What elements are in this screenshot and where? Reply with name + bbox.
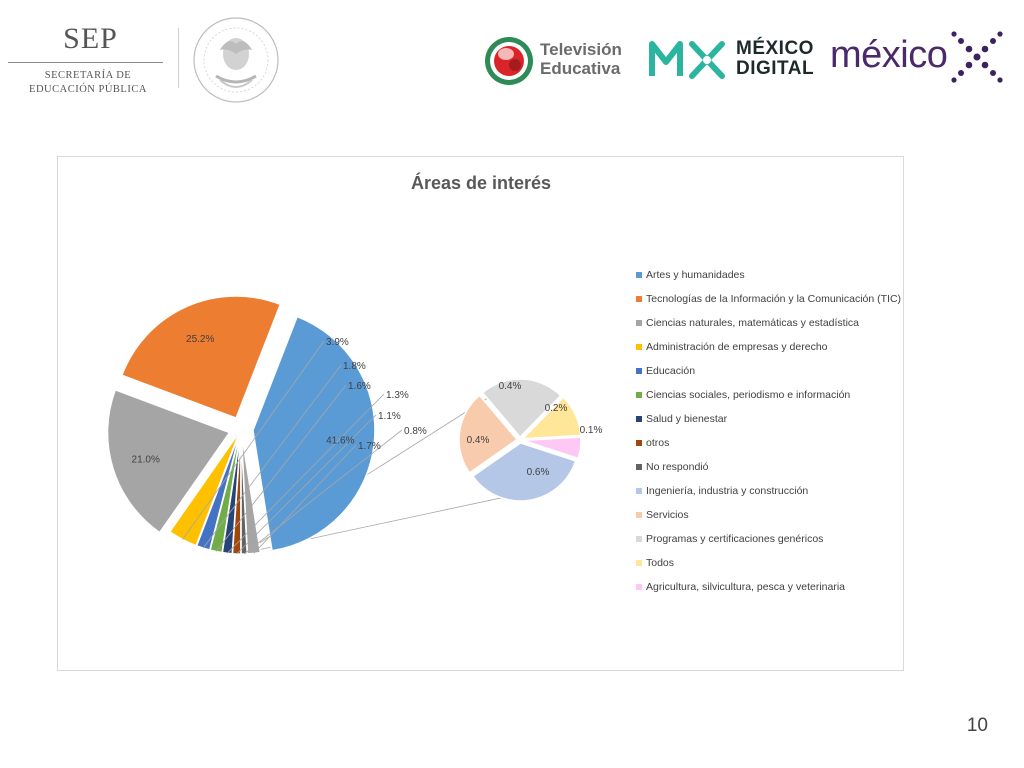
legend-label-educacion: Educación xyxy=(646,365,695,377)
pie-slice-ciencias-naturales-matematicas-y-estadistica xyxy=(106,388,231,534)
sep-logo-line1: SECRETARÍA DE xyxy=(44,70,132,81)
legend-label-ingenieria-industria-y-construccion: Ingeniería, industria y construcción xyxy=(646,485,808,497)
pie-label-ciencias-naturales-matematicas-y-estadistica: 21.0% xyxy=(132,455,160,466)
pie-label-no-respondio: 0.8% xyxy=(404,426,427,437)
legend-label-no-respondio: No respondió xyxy=(646,461,709,473)
chart-container: Áreas de interés 41.6% 25.2% 21.0% 3.9% 1.8%… xyxy=(57,156,904,671)
leader-line-administracion-de-empresas-y-derecho xyxy=(182,340,325,540)
legend-swatch-educacion xyxy=(636,368,642,374)
pie-label-otros: 1.1% xyxy=(378,411,401,422)
leader-line-ciencias-sociales-periodismo-e-informacion xyxy=(215,384,347,552)
secondary-slice-agricultura-silvicultura-pesca-y-veterinaria xyxy=(522,436,582,460)
legend-label-tecnologias-de-la-informacion-y-la-comunicacion-tic: Tecnologías de la Información y la Comun… xyxy=(646,293,901,305)
legend-label-ciencias-sociales-periodismo-e-informacion: Ciencias sociales, periodismo e informac… xyxy=(646,389,850,401)
leader-line-no-respondio xyxy=(243,429,403,555)
page-number: 10 xyxy=(966,715,988,736)
mexican-coat-of-arms-icon xyxy=(193,17,279,103)
legend-label-programas-y-certificaciones-genericos: Programas y certificaciones genéricos xyxy=(646,533,823,545)
mexico-digital-logo: MÉXICO DIGITAL xyxy=(648,36,818,84)
header: SEP SECRETARÍA DE EDUCACIÓN PÚBLICA Tele… xyxy=(0,0,1024,110)
legend-label-artes-y-humanidades: Artes y humanidades xyxy=(646,269,745,281)
sep-logo: SEP SECRETARÍA DE EDUCACIÓN PÚBLICA xyxy=(8,22,173,97)
pie-label-artes-y-humanidades: 41.6% xyxy=(326,436,354,447)
secondary-slice-programas-y-certificaciones-genericos xyxy=(481,378,562,439)
sep-logo-line2: EDUCACIÓN PÚBLICA xyxy=(29,84,147,95)
legend-label-agricultura-silvicultura-pesca-y-veterinaria: Agricultura, silvicultura, pesca y veter… xyxy=(646,581,845,593)
mx-logo-line2: DIGITAL xyxy=(736,58,815,79)
legend-swatch-no-respondio xyxy=(636,464,642,470)
legend-swatch-artes-y-humanidades xyxy=(636,272,642,278)
legend-label-otros: otros xyxy=(646,437,669,449)
pie-label-salud-y-bienestar: 1.3% xyxy=(386,390,409,401)
leader-line-otros-agrupado xyxy=(253,444,357,554)
mexicox-logo: méxico xyxy=(828,26,1008,90)
sep-logo-word: SEP xyxy=(63,22,118,55)
mx-icon xyxy=(649,41,725,79)
legend-swatch-todos xyxy=(636,560,642,566)
leader-line-otros xyxy=(236,414,377,555)
legend-swatch-ciencias-naturales-matematicas-y-estadistica xyxy=(636,320,642,326)
secondary-label-programas-y-certificaciones-genericos: 0.4% xyxy=(499,381,522,392)
mx-logo-line1: MÉXICO xyxy=(736,38,814,59)
secondary-slice-todos xyxy=(520,396,582,440)
legend-swatch-servicios xyxy=(636,512,642,518)
secondary-label-todos: 0.2% xyxy=(545,403,568,414)
legend-swatch-administracion-de-empresas-y-derecho xyxy=(636,344,642,350)
legend-label-ciencias-naturales-matematicas-y-estadistica: Ciencias naturales, matemáticas y estadí… xyxy=(646,317,859,329)
legend-swatch-tecnologias-de-la-informacion-y-la-comunicacion-tic xyxy=(636,296,642,302)
x-dots-icon xyxy=(951,31,1003,83)
leader-line-salud-y-bienestar xyxy=(227,393,385,554)
legend-label-administracion-de-empresas-y-derecho: Administración de empresas y derecho xyxy=(646,341,828,353)
tv-logo-line2: Educativa xyxy=(540,59,621,78)
legend-swatch-salud-y-bienestar xyxy=(636,416,642,422)
legend-swatch-programas-y-certificaciones-genericos xyxy=(636,536,642,542)
pie-slice-tecnologias-de-la-informacion-y-la-comunicacion-tic xyxy=(120,295,282,420)
legend-swatch-ciencias-sociales-periodismo-e-informacion xyxy=(636,392,642,398)
secondary-label-ingenieria-industria-y-construccion: 0.6% xyxy=(527,467,550,478)
header-divider xyxy=(178,28,179,88)
legend-swatch-agricultura-silvicultura-pesca-y-veterinaria xyxy=(636,584,642,590)
secondary-slice-servicios xyxy=(458,394,519,474)
legend-swatch-otros xyxy=(636,440,642,446)
tv-logo-line1: Televisión xyxy=(540,40,622,59)
legend-label-todos: Todos xyxy=(646,557,674,569)
pie-slice-artes-y-humanidades xyxy=(252,315,376,552)
pie-label-ciencias-sociales-periodismo-e-informacion: 1.6% xyxy=(348,381,371,392)
legend-label-salud-y-bienestar: Salud y bienestar xyxy=(646,413,728,425)
sep-logo-divider xyxy=(8,62,163,63)
pie-label-administracion-de-empresas-y-derecho: 3.9% xyxy=(326,337,349,348)
legend-label-servicios: Servicios xyxy=(646,509,689,521)
secondary-slice-ingenieria-industria-y-construccion xyxy=(471,442,577,502)
legend-swatch-ingenieria-industria-y-construccion xyxy=(636,488,642,494)
pie-label-educacion: 1.8% xyxy=(343,361,366,372)
tv-educativa-icon xyxy=(485,37,533,85)
bar-of-pie-chart: Áreas de interés 41.6% 25.2% 21.0% 3.9% 1.8%… xyxy=(106,172,901,593)
pie-label-tecnologias-de-la-informacion-y-la-comunicacion-tic: 25.2% xyxy=(186,334,214,345)
chart-title: Áreas de interés xyxy=(411,172,551,193)
leader-line-educacion xyxy=(202,364,342,549)
pie-label-otros-agrupado: 1.7% xyxy=(358,441,381,452)
secondary-label-agricultura-silvicultura-pesca-y-veterinaria: 0.1% xyxy=(580,425,603,436)
mexicox-logo-word: méxico xyxy=(830,34,948,76)
secondary-label-servicios: 0.4% xyxy=(467,435,490,446)
television-educativa-logo: Televisión Educativa xyxy=(482,32,642,88)
